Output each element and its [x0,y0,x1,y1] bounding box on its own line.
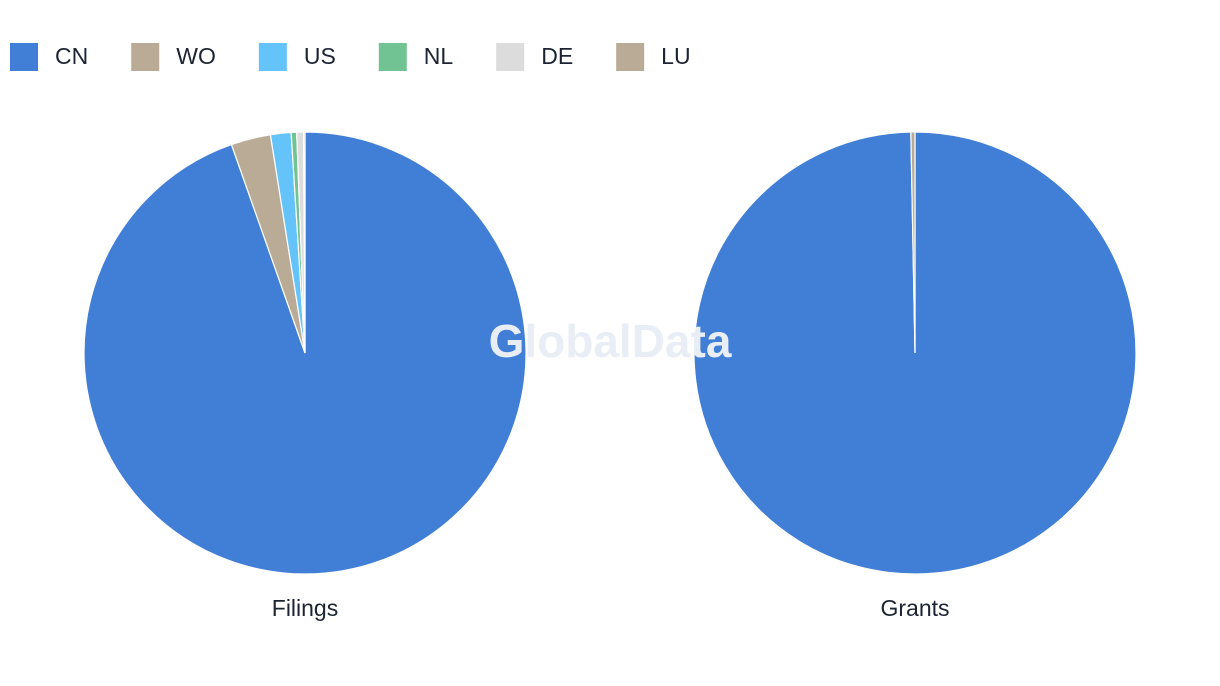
pie-slice [83,131,527,575]
legend-swatch [258,43,287,71]
pie-title: Filings [272,595,338,621]
watermark: GlobalData [489,315,732,367]
pie-title: Grants [880,595,949,621]
legend-swatch [496,43,525,71]
legend-swatch [378,43,407,71]
legend-swatch [616,43,645,71]
legend-label: DE [541,43,573,69]
legend-label: US [304,43,336,69]
legend-label: CN [55,43,88,69]
legend-swatch [131,43,160,71]
pie-slice [303,131,306,354]
legend-label: LU [661,43,690,69]
legend-label: WO [176,43,216,69]
legend-swatch [10,43,38,71]
legend-label: NL [424,43,454,69]
pie-slice [910,131,916,354]
